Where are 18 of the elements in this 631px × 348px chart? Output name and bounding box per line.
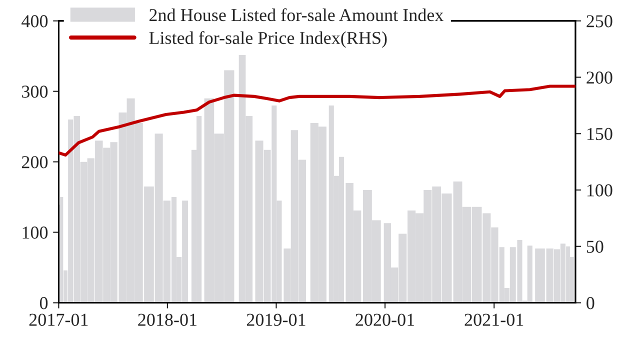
legend-label: Listed for-sale Price Index(RHS) bbox=[149, 31, 387, 48]
y-tick-label: 100 bbox=[22, 226, 48, 239]
y2-tick-label: 250 bbox=[586, 15, 612, 28]
y2-tick-label: 150 bbox=[587, 128, 612, 140]
legend-label: 2nd House Listed for-sale Amount Index bbox=[150, 8, 444, 22]
x-tick-label: 2021-01 bbox=[464, 314, 524, 326]
x-tick-label: 2017-01 bbox=[29, 314, 88, 326]
x-tick-label: 2020-01 bbox=[356, 314, 414, 326]
y2-tick-label: 100 bbox=[587, 184, 612, 196]
x-tick-label: 2019-01 bbox=[246, 314, 306, 326]
y2-tick-label: 0 bbox=[586, 297, 594, 310]
y-tick-label: 0 bbox=[40, 297, 48, 310]
y2-tick-label: 200 bbox=[586, 72, 612, 84]
y-tick-label: 400 bbox=[22, 15, 48, 28]
y-tick-label: 300 bbox=[22, 86, 48, 98]
y2-tick-label: 50 bbox=[586, 240, 604, 253]
x-tick-label: 2018-01 bbox=[138, 314, 196, 326]
y-tick-label: 200 bbox=[22, 156, 48, 168]
